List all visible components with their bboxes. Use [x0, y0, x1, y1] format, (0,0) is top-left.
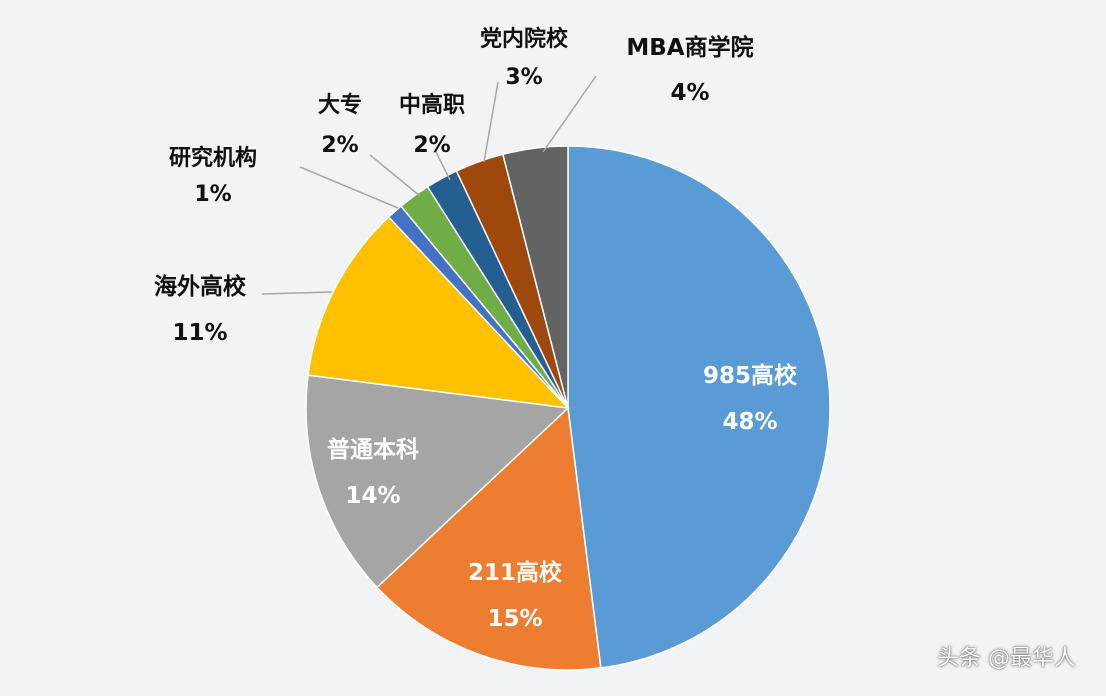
slice-value-label: 2%	[413, 133, 450, 158]
slice-label: 985高校	[703, 362, 798, 389]
slice-label: 211高校	[468, 559, 563, 586]
leader-line	[299, 166, 399, 209]
slice-label: 中高职	[399, 92, 465, 118]
slice-label: 海外高校	[154, 273, 247, 300]
leader-line	[483, 81, 499, 163]
pie-slice	[567, 145, 831, 669]
slice-value-label: 1%	[194, 182, 231, 207]
slice-value-label: 11%	[172, 320, 227, 346]
slice-label: MBA商学院	[626, 34, 753, 61]
leader-line	[369, 154, 421, 197]
pie-slice	[305, 374, 570, 589]
slice-value-label: 14%	[345, 483, 400, 509]
slice-label: 研究机构	[169, 145, 257, 171]
leader-line	[261, 291, 333, 295]
watermark: 头条 @最华人	[937, 646, 1076, 671]
slice-value-label: 3%	[505, 65, 542, 90]
slice-value-label: 15%	[487, 606, 542, 632]
slice-label: 党内院校	[480, 26, 569, 52]
pie-slice	[307, 215, 570, 410]
pie-slice	[501, 145, 569, 409]
leader-line	[542, 75, 597, 153]
slice-label: 大专	[318, 92, 362, 118]
slice-value-label: 48%	[722, 409, 777, 435]
leader-line	[435, 151, 451, 181]
slice-label: 普通本科	[327, 436, 419, 463]
slice-value-label: 2%	[321, 133, 358, 158]
slice-value-label: 4%	[670, 80, 709, 106]
pie-slice	[375, 406, 602, 671]
